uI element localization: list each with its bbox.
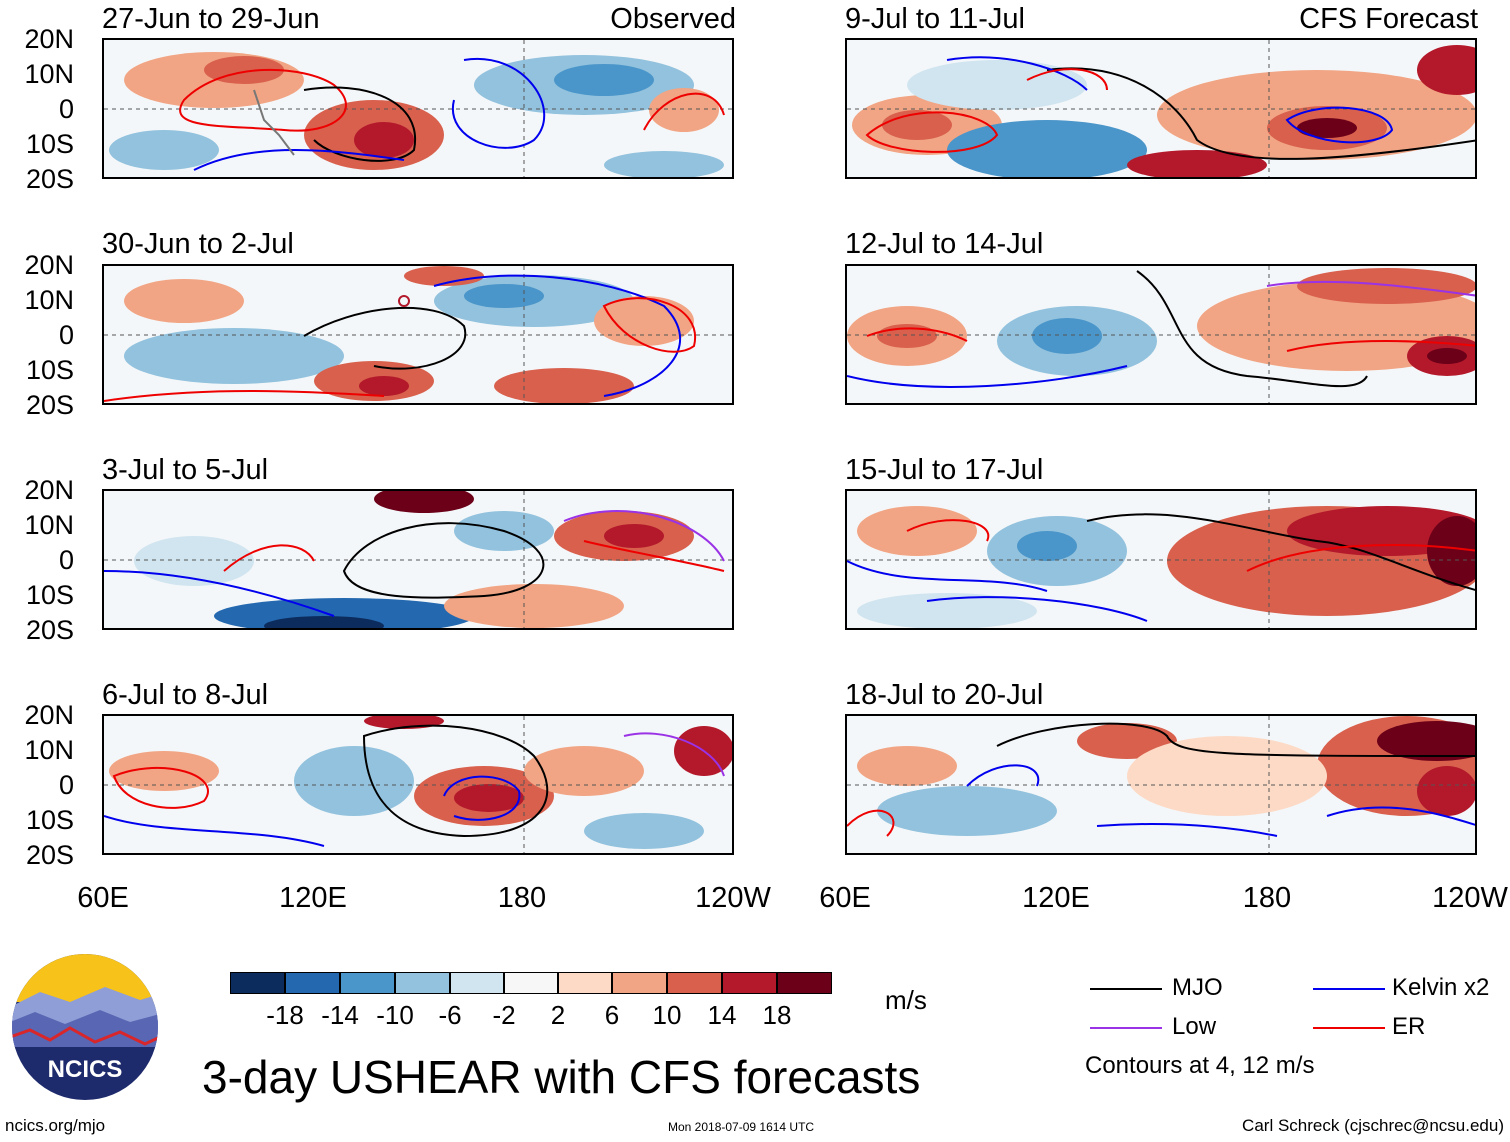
panel-5-tag: CFS Forecast <box>1299 3 1478 35</box>
lat-0: 0 <box>58 94 74 124</box>
lat-20s: 20S <box>25 164 74 194</box>
lon-120w: 120W <box>1432 882 1508 914</box>
map-panel-observed-1 <box>102 38 734 179</box>
colorbar-label: 10 <box>652 1000 682 1030</box>
panel-1-title: 27-Jun to 29-Jun <box>102 3 320 35</box>
legend-low-label: Low <box>1172 1013 1217 1040</box>
colorbar-unit: m/s <box>885 985 927 1015</box>
legend-er-line <box>1313 1027 1385 1029</box>
legend-mjo-line <box>1090 988 1162 990</box>
panel-7-title: 15-Jul to 17-Jul <box>845 454 1044 486</box>
legend-note: Contours at 4, 12 m/s <box>1085 1052 1315 1079</box>
lon-180: 180 <box>1242 882 1292 914</box>
lon-120w: 120W <box>695 882 771 914</box>
map-panel-forecast-4 <box>845 714 1477 855</box>
panel-1-tag: Observed <box>610 3 736 35</box>
colorbar-bin-2 <box>285 972 340 994</box>
lat-10n: 10N <box>24 735 74 765</box>
colorbar-bin-9 <box>667 972 722 994</box>
colorbar-bin-7 <box>558 972 612 994</box>
lat-10n: 10N <box>24 510 74 540</box>
lon-120e: 120E <box>279 882 347 914</box>
lat-20s: 20S <box>25 390 74 420</box>
colorbar-label: -6 <box>438 1000 462 1030</box>
lon-60e: 60E <box>819 882 871 914</box>
colorbar-bin-10 <box>722 972 777 994</box>
lat-0: 0 <box>58 770 74 800</box>
lat-20n: 20N <box>24 700 74 730</box>
footer-author: Carl Schreck (cjschrec@ncsu.edu) <box>1242 1116 1504 1135</box>
colorbar-label: -18 <box>266 1000 304 1030</box>
lat-0: 0 <box>58 320 74 350</box>
lat-10s: 10S <box>25 580 74 610</box>
lat-0: 0 <box>58 545 74 575</box>
map-panel-forecast-3 <box>845 489 1477 630</box>
lat-20n: 20N <box>24 24 74 54</box>
lat-10s: 10S <box>25 355 74 385</box>
colorbar-bin-11 <box>777 972 832 994</box>
map-panel-observed-3 <box>102 489 734 630</box>
lon-180: 180 <box>497 882 547 914</box>
colorbar-label: -10 <box>376 1000 414 1030</box>
lat-20s: 20S <box>25 615 74 645</box>
panel-2-title: 30-Jun to 2-Jul <box>102 228 294 260</box>
lon-60e: 60E <box>77 882 129 914</box>
panel-5-title: 9-Jul to 11-Jul <box>845 3 1025 35</box>
colorbar-bin-1 <box>230 972 285 994</box>
ncics-logo-text: NCICS <box>48 1056 123 1083</box>
lat-20n: 20N <box>24 250 74 280</box>
panel-8-title: 18-Jul to 20-Jul <box>845 679 1044 711</box>
panel-6-title: 12-Jul to 14-Jul <box>845 228 1044 260</box>
colorbar-label: 18 <box>762 1000 792 1030</box>
lat-10s: 10S <box>25 805 74 835</box>
lat-10n: 10N <box>24 59 74 89</box>
main-title: 3-day USHEAR with CFS forecasts <box>202 1051 921 1103</box>
colorbar-bin-4 <box>395 972 450 994</box>
lat-10n: 10N <box>24 285 74 315</box>
footer-url: ncics.org/mjo <box>5 1116 106 1135</box>
map-panel-forecast-2 <box>845 264 1477 405</box>
lat-20s: 20S <box>25 840 74 870</box>
colorbar-bin-8 <box>612 972 667 994</box>
ncics-logo: NCICS <box>10 952 160 1102</box>
panel-4-title: 6-Jul to 8-Jul <box>102 679 269 711</box>
lat-20n: 20N <box>24 475 74 505</box>
colorbar-label: -2 <box>492 1000 516 1030</box>
colorbar-label: 2 <box>550 1000 566 1030</box>
colorbar-bin-3 <box>340 972 395 994</box>
legend-low-line <box>1090 1027 1162 1029</box>
map-panel-observed-4 <box>102 714 734 855</box>
lon-120e: 120E <box>1022 882 1090 914</box>
map-panel-observed-2 <box>102 264 734 405</box>
colorbar-label: 14 <box>707 1000 737 1030</box>
colorbar-label: 6 <box>604 1000 620 1030</box>
panel-3-title: 3-Jul to 5-Jul <box>102 454 269 486</box>
colorbar-label: -14 <box>321 1000 359 1030</box>
footer-timestamp: Mon 2018-07-09 1614 UTC <box>668 1120 815 1134</box>
legend-kelvin-label: Kelvin x2 <box>1392 974 1490 1001</box>
colorbar-bin-5 <box>450 972 504 994</box>
legend-mjo-label: MJO <box>1172 974 1223 1001</box>
lat-10s: 10S <box>25 129 74 159</box>
map-panel-forecast-1 <box>845 38 1477 179</box>
legend-kelvin-line <box>1313 988 1385 990</box>
legend-er-label: ER <box>1392 1013 1426 1040</box>
colorbar-bin-6 <box>504 972 558 994</box>
